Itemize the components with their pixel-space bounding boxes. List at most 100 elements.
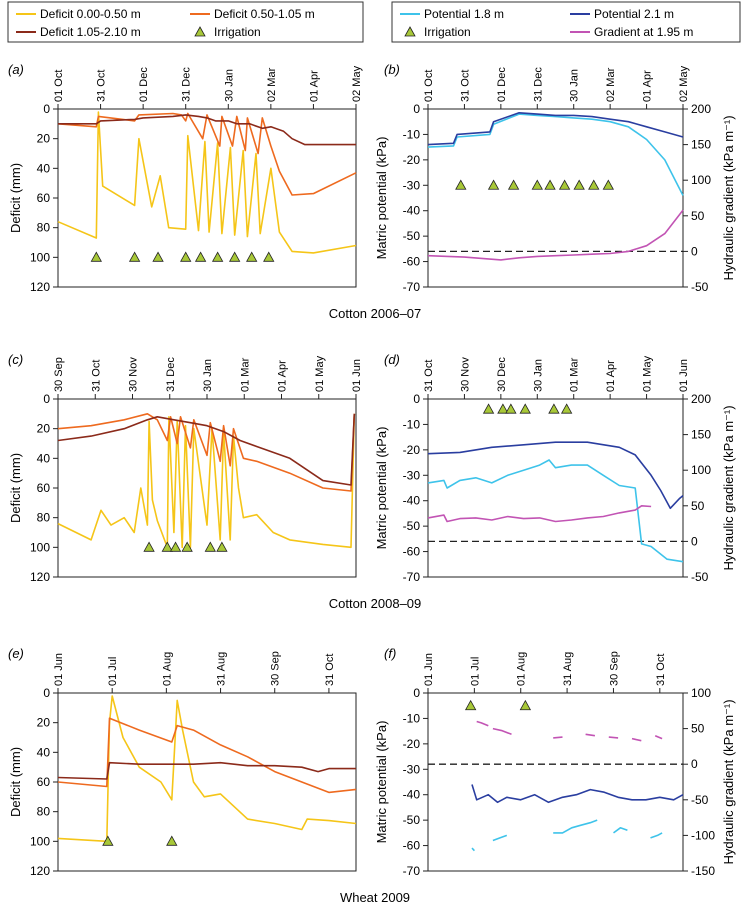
irrigation-marker xyxy=(216,541,228,552)
panel-label-d: (d) xyxy=(384,352,400,367)
irrigation-marker xyxy=(519,403,531,414)
y-axis-label: Deficit (mm) xyxy=(8,163,23,233)
series-line-gradient-at-1-95-m xyxy=(631,737,642,742)
y2-tick-label: 0 xyxy=(691,757,698,771)
series-line-deficit-0-00-0-50-m xyxy=(57,695,357,843)
y-tick-label: -50 xyxy=(403,229,421,243)
panel-label-f: (f) xyxy=(384,646,396,661)
legend-label: Irrigation xyxy=(214,25,261,39)
x-tick-label: 31 Oct xyxy=(90,360,102,392)
irrigation-marker xyxy=(161,541,173,552)
legend-left-item: Deficit 0.50-1.05 m xyxy=(190,7,315,21)
y2-tick-label: -150 xyxy=(691,864,715,878)
y-tick-label: -30 xyxy=(403,178,421,192)
series-line-gradient-at-1-95-m xyxy=(427,209,684,261)
panel-d-potential-chart: 31 Oct 30 Nov 30 Dec 30 Jan 01 Mar 01 Apr 01 M… xyxy=(374,355,736,584)
x-tick-label: 01 Oct xyxy=(53,70,65,102)
irrigation-marker xyxy=(228,251,241,262)
y-tick-label: 100 xyxy=(30,834,50,848)
y2-tick-label: 200 xyxy=(691,102,711,116)
y2-tick-label: 50 xyxy=(691,209,705,223)
x-tick-label: 01 Oct xyxy=(423,70,435,102)
irrigation-marker xyxy=(560,403,573,414)
panel-e-deficit-chart: 01 Jun 01 Jul 01 Aug 31 Aug 30 Sep 31 Oct 0 20 4… xyxy=(8,651,357,878)
y-axis-label: Matric potential (kPa) xyxy=(374,137,389,260)
x-tick-label: 31 Aug xyxy=(562,652,574,686)
legend-left-item: Deficit 0.00-0.50 m xyxy=(16,7,141,21)
y-tick-label: 60 xyxy=(37,481,51,495)
y-tick-label: -60 xyxy=(403,839,421,853)
irrigation-marker xyxy=(602,179,615,190)
irrigation-marker xyxy=(263,251,275,262)
series-line-potential-1-8-m xyxy=(613,826,628,834)
y2-tick-label: -50 xyxy=(691,793,709,807)
irrigation-marker xyxy=(194,251,207,262)
irrigation-marker xyxy=(531,179,543,190)
panel-b-potential-chart: 01 Oct 31 Oct 01 Dec 31 Dec 30 Jan 02 Mar 01 A… xyxy=(374,65,736,294)
x-tick-label: 01 May xyxy=(314,355,326,392)
x-tick-label: 31 Dec xyxy=(532,67,544,102)
x-tick-label: 31 Oct xyxy=(324,654,336,686)
y-tick-label: 40 xyxy=(37,745,51,759)
x-tick-label: 31 Dec xyxy=(181,67,193,102)
x-tick-label: 30 Jan xyxy=(532,359,544,392)
y2-tick-label: -100 xyxy=(691,828,715,842)
panel-label-b: (b) xyxy=(384,62,400,77)
y-tick-label: 40 xyxy=(37,451,51,465)
irrigation-marker xyxy=(497,403,509,414)
y-axis-label: Deficit (mm) xyxy=(8,453,23,523)
x-tick-label: 01 Aug xyxy=(161,652,173,686)
y-tick-label: -20 xyxy=(403,737,421,751)
series-line-deficit-1-05-2-10-m xyxy=(57,413,356,486)
irrigation-marker xyxy=(128,251,141,262)
y2-tick-label: 0 xyxy=(691,534,698,548)
x-tick-label: 30 Nov xyxy=(128,357,140,392)
series-line-deficit-0-50-1-05-m xyxy=(57,112,357,196)
y-tick-label: -50 xyxy=(403,813,421,827)
irrigation-marker xyxy=(169,541,182,552)
series-line-gradient-at-1-95-m xyxy=(553,736,563,739)
x-tick-label: 01 Dec xyxy=(138,67,150,102)
series-line-potential-1-8-m xyxy=(650,832,663,839)
irrigation-marker xyxy=(588,179,600,190)
x-tick-label: 01 Apr xyxy=(642,70,654,102)
y-tick-label: -20 xyxy=(403,153,421,167)
legend-label: Potential 1.8 m xyxy=(424,7,504,21)
series-line-gradient-at-1-95-m xyxy=(608,736,619,739)
irrigation-marker xyxy=(573,179,585,190)
x-tick-label: 01 Mar xyxy=(239,357,251,392)
y-tick-label: 100 xyxy=(30,540,50,554)
y-tick-label: 120 xyxy=(30,864,50,878)
irrigation-marker xyxy=(505,403,517,414)
y-axis-label: Deficit (mm) xyxy=(8,747,23,817)
y2-tick-label: 200 xyxy=(691,392,711,406)
irrigation-marker xyxy=(548,403,560,414)
legend-left-item: Irrigation xyxy=(194,25,261,39)
panel-label-c: (c) xyxy=(8,352,23,367)
y2-tick-label: 0 xyxy=(691,244,698,258)
y2-tick-label: 100 xyxy=(691,463,711,477)
irrigation-marker xyxy=(487,179,500,190)
x-tick-label: 01 Jun xyxy=(351,359,363,392)
irrigation-marker xyxy=(90,251,102,262)
series-line-deficit-1-05-2-10-m xyxy=(57,761,356,780)
irrigation-marker xyxy=(181,541,193,552)
y2-tick-label: 150 xyxy=(691,138,711,152)
y-tick-label: 0 xyxy=(413,686,420,700)
y-tick-label: 20 xyxy=(37,422,51,436)
plot-frame xyxy=(427,398,684,578)
x-tick-label: 01 Jun xyxy=(678,359,690,392)
y2-axis-label: Hydraulic gradient (kPa m⁻¹) xyxy=(721,405,736,570)
plot-frame xyxy=(57,692,357,872)
x-tick-label: 01 Apr xyxy=(277,360,289,392)
legend-right-item: Potential 2.1 m xyxy=(570,7,674,21)
y-tick-label: 0 xyxy=(413,102,420,116)
panel-a-deficit-chart: 01 Oct 31 Oct 01 Dec 31 Dec 30 Jan 02 Mar 01 A… xyxy=(8,65,363,294)
x-tick-label: 01 Aug xyxy=(516,652,528,686)
y-tick-label: -10 xyxy=(403,711,421,725)
y-tick-label: -40 xyxy=(403,204,421,218)
legend-right-item: Gradient at 1.95 m xyxy=(570,25,693,39)
series-line-deficit-1-05-2-10-m xyxy=(58,114,356,146)
series-line-deficit-0-00-0-50-m xyxy=(57,111,357,254)
